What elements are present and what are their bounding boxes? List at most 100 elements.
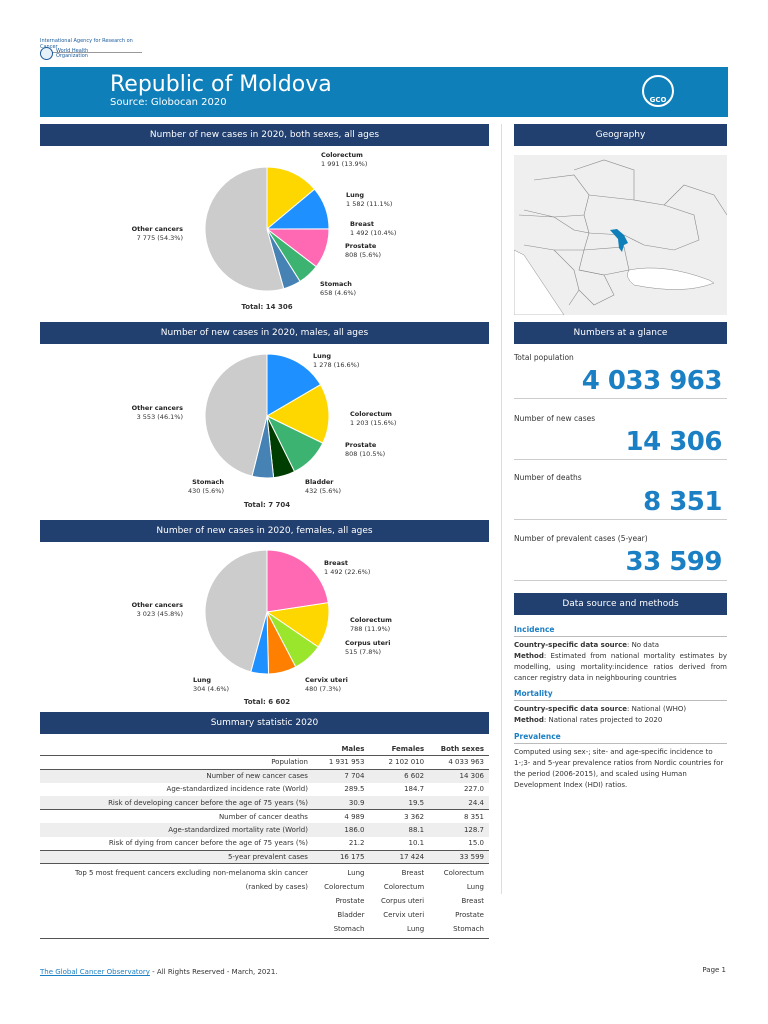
glance-label-new-cases: Number of new cases	[514, 414, 596, 423]
table-cell: 33 599	[429, 849, 489, 864]
top5-males: Lung Colorectum Prostate Bladder Stomach	[312, 863, 370, 939]
table-header: Males Females Both sexes	[40, 742, 489, 756]
incidence-heading: Incidence	[514, 624, 727, 637]
prevalence-heading: Prevalence	[514, 731, 727, 744]
table-cell: 3 362	[369, 809, 430, 823]
divider	[514, 580, 727, 581]
copyright: - All Rights Reserved - March, 2021.	[149, 968, 278, 976]
pie-slice-breast	[266, 549, 329, 613]
gco-logo-icon: GCO	[642, 75, 674, 107]
pie-slice-lung	[266, 353, 322, 417]
prevalence-block: Prevalence Computed using sex-; site- an…	[514, 731, 727, 791]
pie-label-value: 430 (5.6%)	[187, 487, 224, 495]
table-row: Population 1 931 953 2 102 010 4 033 963	[40, 756, 489, 770]
pie-label-value: 1 582 (11.1%)	[346, 200, 393, 208]
table-cell: 21.2	[348, 839, 365, 847]
top5-item: Lung	[407, 925, 425, 933]
pie-label: Cervix uteri 480 (7.3%)	[305, 676, 348, 694]
pie-label-name: Lung	[346, 191, 365, 199]
glance-value-deaths: 8 351	[643, 487, 722, 517]
pie-label-name: Colorectum	[350, 410, 392, 418]
pie-label-value: 808 (5.6%)	[345, 251, 382, 259]
table-cell: 1 931 953	[328, 758, 365, 767]
top5-item: Colorectum	[324, 883, 365, 891]
table-cell: 15.0	[468, 839, 484, 847]
pie-label: Lung 1 278 (16.6%)	[313, 352, 359, 370]
pie-label: Prostate 808 (10.5%)	[345, 441, 385, 459]
glance-label-deaths: Number of deaths	[514, 473, 582, 482]
pie-slice-other-cancers	[204, 353, 268, 477]
value: : No data	[626, 641, 660, 649]
pie-label-name: Stomach	[320, 280, 352, 288]
pie-label-value: 1 203 (15.6%)	[350, 419, 397, 427]
pie-label-name: Breast	[350, 220, 374, 228]
pie-label-name: Stomach	[192, 478, 224, 486]
incidence-block: Incidence Country-specific data source: …	[514, 624, 727, 684]
pie-label: Colorectum 1 991 (13.9%)	[321, 151, 367, 169]
top5-item: Breast	[461, 897, 484, 905]
table-cell: 184.7	[404, 785, 425, 794]
top5-item: Prostate	[455, 911, 484, 919]
table-cell: 4 989	[312, 809, 370, 823]
section-header-geography: Geography	[514, 124, 727, 146]
pie-label: Colorectum 1 203 (15.6%)	[350, 410, 396, 428]
label: Method	[514, 652, 544, 660]
label: Method	[514, 716, 544, 724]
pie-label: Bladder 432 (5.6%)	[305, 478, 341, 496]
pie-label-value: 658 (4.6%)	[320, 289, 357, 297]
row-label: Age-standardized incidence rate (World)	[166, 785, 308, 794]
pie-label: Corpus uteri 515 (7.8%)	[345, 639, 390, 657]
table-cell: 289.5	[344, 785, 365, 794]
pie-label-name: Other cancers	[131, 225, 183, 233]
summary-table: Males Females Both sexes Population 1 931…	[40, 742, 489, 939]
table-cell: 8 351	[429, 809, 489, 823]
table-cell: 30.9	[312, 796, 370, 810]
pie-label-name: Prostate	[345, 242, 377, 250]
prevalence-text: Computed using sex-; site- and age-speci…	[514, 748, 724, 789]
pie-label: Breast 1 492 (22.6%)	[324, 559, 370, 577]
table-cell: 14 306	[429, 768, 489, 783]
top5-item: Colorectum	[443, 869, 484, 877]
moldova-highlight	[610, 229, 628, 252]
pie-label: Lung 1 582 (11.1%)	[346, 191, 392, 209]
label: Country-specific data source	[514, 641, 627, 649]
page-title: Republic of Moldova	[110, 72, 332, 97]
table-cell: 4 033 963	[448, 758, 484, 767]
top5-both: Colorectum Lung Breast Prostate Stomach	[429, 863, 489, 939]
table-cell: 7 704	[312, 768, 370, 783]
pie-label-name: Other cancers	[131, 601, 183, 609]
pie-label-value: 3 553 (46.1%)	[136, 413, 183, 421]
top5-item: Lung	[466, 883, 484, 891]
section-header-females: Number of new cases in 2020, females, al…	[40, 520, 489, 542]
top5-item: Stomach	[333, 925, 365, 933]
table-row: Age-standardized incidence rate (World) 2…	[40, 783, 489, 797]
section-header-datasource: Data source and methods	[514, 593, 727, 615]
pie-slice-colorectum	[266, 166, 316, 231]
gco-link[interactable]: The Global Cancer Observatory	[40, 968, 150, 976]
who-emblem-icon	[40, 47, 53, 60]
pie-slice-other-cancers	[204, 549, 268, 673]
row-label: Number of cancer deaths	[40, 809, 313, 823]
pie-label-name: Breast	[324, 559, 348, 567]
row-label: Top 5 most frequent cancers excluding no…	[40, 863, 313, 939]
pie-slice-colorectum	[265, 384, 330, 444]
mortality-block: Mortality Country-specific data source: …	[514, 688, 727, 726]
table-row: Risk of developing cancer before the age…	[40, 796, 489, 810]
footer: The Global Cancer Observatory - All Righ…	[40, 968, 278, 976]
column-header-both: Both sexes	[429, 742, 489, 756]
row-label: Number of new cancer cases	[40, 768, 313, 783]
row-label: 5-year prevalent cases	[40, 849, 313, 864]
top5-label: Top 5 most frequent cancers excluding no…	[75, 869, 308, 877]
value: : National rates projected to 2020	[543, 716, 663, 724]
pie-label-name: Lung	[193, 676, 212, 684]
pie-label-name: Bladder	[305, 478, 334, 486]
top5-item: Breast	[401, 869, 425, 877]
table-cell: 10.1	[408, 839, 425, 847]
label: Country-specific data source	[514, 705, 627, 713]
pie-total: Total: 7 704	[243, 501, 291, 509]
top5-label: (ranked by cases)	[245, 883, 308, 891]
table-cell: 24.4	[429, 796, 489, 810]
who-logo-text: World Health Organization	[56, 47, 89, 59]
value: : Estimated from national mortality esti…	[514, 652, 727, 682]
